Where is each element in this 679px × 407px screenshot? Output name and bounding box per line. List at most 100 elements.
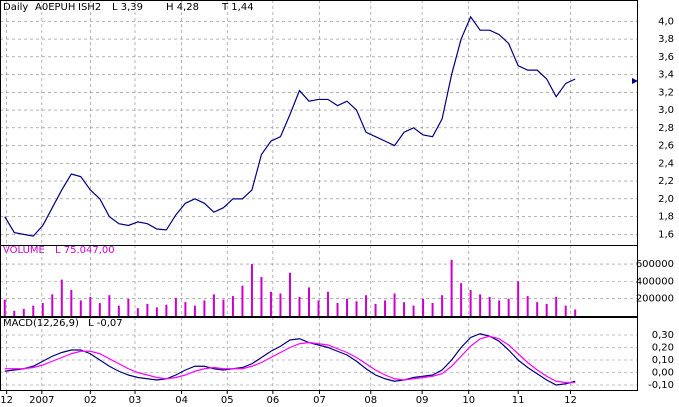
volume-bar [136,308,139,316]
y-tick-label: 2,0 [658,194,674,205]
volume-bar [279,293,282,316]
x-tick-label: 12 [0,395,13,406]
y-tick-label: 3,0 [658,105,674,116]
volume-bar [441,295,444,316]
x-tick-label: 05 [221,395,234,406]
volume-bar [346,298,349,316]
y-tick-label: 3,6 [658,52,674,63]
price-marker [632,78,638,84]
y-tick-label: 0,10 [652,355,674,366]
x-tick-label: 06 [266,395,279,406]
instrument-name: ISH2 [78,2,101,13]
volume-bar [498,300,501,316]
y-tick-label: 600000 [636,259,674,270]
volume-bar [250,264,253,316]
volume-bar [98,303,101,316]
volume-bar [336,303,339,316]
x-tick-label: 08 [364,395,377,406]
volume-bar [317,300,320,316]
volume-bar [70,290,73,316]
y-tick-label: 3,2 [658,87,674,98]
y-tick-label: 400000 [636,276,674,287]
y-tick-label: 3,4 [658,70,674,81]
volume-bar [174,297,177,316]
volume-bar [526,296,529,316]
volume-bar [241,285,244,316]
symbol: A0EPUH [35,2,75,13]
volume-bar [193,305,196,316]
volume-bar [564,305,567,316]
y-tick-label: 2,6 [658,141,674,152]
volume-bar [231,296,234,316]
volume-bar [422,298,425,316]
x-tick-label: 10 [462,395,475,406]
y-tick-label: 2,4 [658,158,674,169]
volume-bar [479,294,482,316]
series-line [4,15,576,237]
volume-bar [384,300,387,316]
x-tick-label: 02 [84,395,97,406]
y-tick-label: 4,0 [658,16,674,27]
volume-bar [374,303,377,316]
volume-bar [269,291,272,316]
volume-bar [13,310,16,316]
x-tick-label: 11 [512,395,525,406]
volume-bar [488,296,491,316]
volume-bar [155,307,158,316]
y-tick-label: 3,8 [658,34,674,45]
volume-bar [260,277,263,316]
volume-bar [108,295,111,316]
volume-bar [469,290,472,316]
volume-bar [3,299,6,316]
y-tick-label: 200000 [636,294,674,305]
x-tick-label: 03 [129,395,142,406]
volume-bar [22,309,25,316]
volume-bar [146,303,149,316]
x-tick-label: 04 [175,395,188,406]
volume-bar [393,293,396,316]
volume-bar [460,283,463,316]
x-tick-label: 09 [416,395,429,406]
x-tick-label: 2007 [29,395,54,406]
volume-bar [555,296,558,316]
volume-bar [412,305,415,316]
y-tick-label: 0,00 [652,368,674,379]
volume-bar [327,291,330,316]
volume-bar [117,305,120,316]
volume-bar [298,296,301,316]
y-tick-label: 1,6 [658,229,674,240]
volume-bar [32,305,35,316]
volume-bar [517,281,520,316]
price-header: Daily A0EPUH ISH2 L 3,39 H 4,28 T 1,44 [3,2,254,13]
macd-title: MACD(12,26,9) [3,318,79,329]
volume-bar [545,303,548,316]
volume-bar [222,299,225,316]
low-label: L 3,39 [112,2,143,13]
y-tick-label: 2,8 [658,123,674,134]
volume-bar [165,304,168,316]
volume-bar [431,303,434,316]
volume-bar [307,287,310,316]
volume-last: L 75.047,00 [55,245,115,256]
volume-bar [203,300,206,316]
y-tick-label: 2,2 [658,176,674,187]
series-line [4,333,576,386]
volume-bar [365,295,368,316]
y-tick-label: 1,8 [658,212,674,223]
y-tick-label: 0,30 [652,330,674,341]
volume-bar [507,298,510,316]
chart-title: Daily [3,2,28,13]
panel-frame [0,245,638,317]
volume-bar [574,309,577,316]
volume-bar [184,302,187,316]
volume-bar [536,302,539,316]
y-tick-label: 0,20 [652,343,674,354]
volume-bar [288,272,291,316]
volume-bar [212,294,215,316]
volume-bar [355,301,358,316]
volume-bar [51,294,54,316]
volume-bar [79,300,82,316]
volume-bar [127,298,130,316]
